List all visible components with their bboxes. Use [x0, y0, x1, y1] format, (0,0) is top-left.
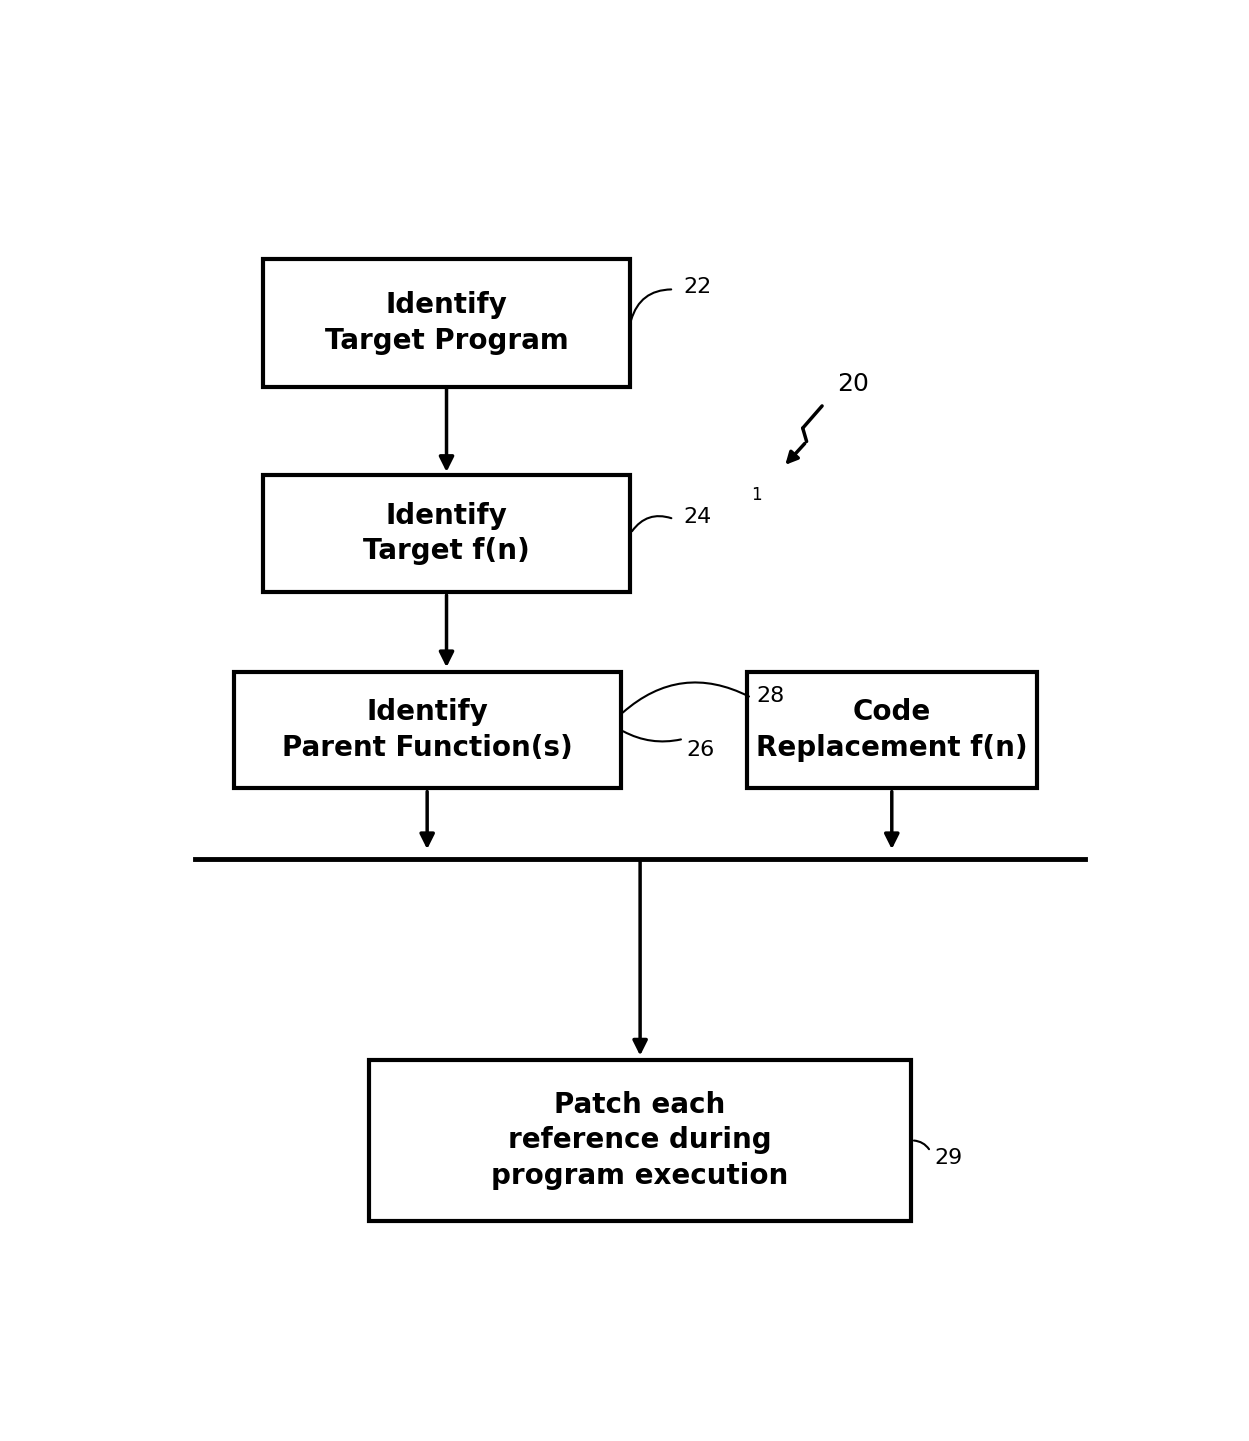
- Text: Identify
Target f(n): Identify Target f(n): [363, 501, 530, 565]
- Text: 29: 29: [934, 1148, 963, 1169]
- Text: 24: 24: [683, 507, 712, 527]
- Text: 26: 26: [687, 739, 714, 759]
- FancyBboxPatch shape: [234, 672, 621, 788]
- Text: 1: 1: [751, 486, 762, 504]
- Text: 20: 20: [837, 372, 869, 396]
- FancyBboxPatch shape: [262, 259, 631, 386]
- Text: Identify
Parent Function(s): Identify Parent Function(s): [282, 697, 572, 762]
- Text: Identify
Target Program: Identify Target Program: [325, 291, 568, 354]
- FancyBboxPatch shape: [370, 1061, 912, 1221]
- FancyBboxPatch shape: [747, 672, 1037, 788]
- FancyBboxPatch shape: [262, 476, 631, 592]
- Text: Patch each
reference during
program execution: Patch each reference during program exec…: [492, 1091, 788, 1190]
- Text: 28: 28: [757, 686, 784, 706]
- Text: 22: 22: [683, 277, 712, 297]
- Text: Code
Replacement f(n): Code Replacement f(n): [756, 697, 1028, 762]
